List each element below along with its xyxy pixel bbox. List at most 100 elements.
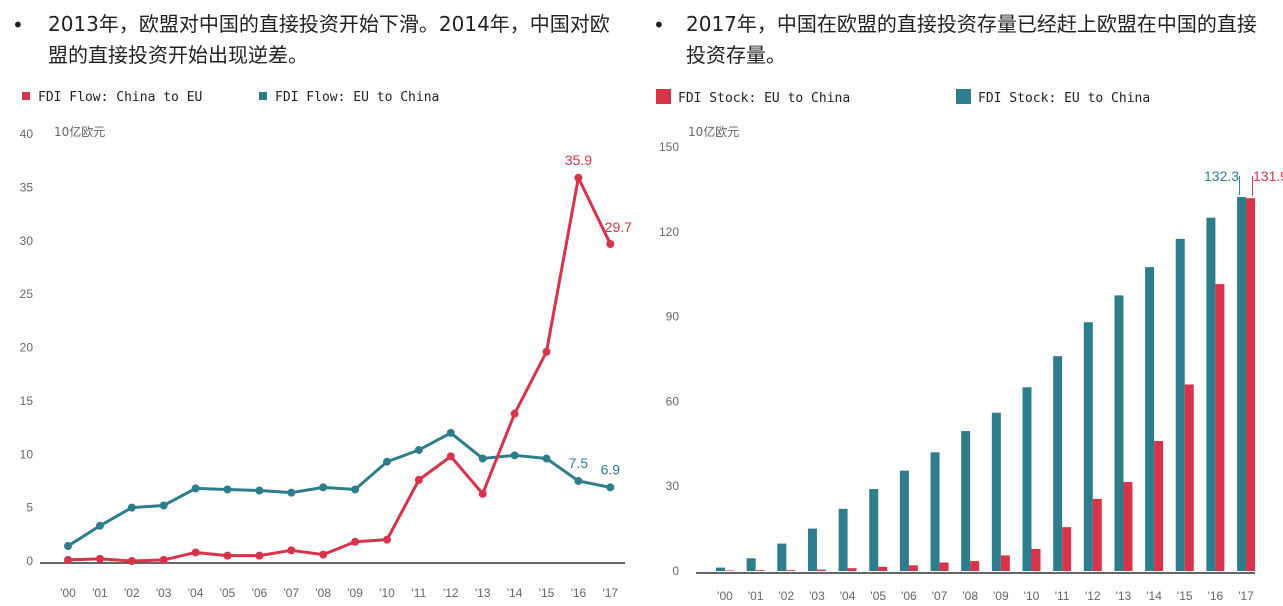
bar-china-to-eu: [1184, 384, 1194, 571]
bar-eu-to-china: [1022, 387, 1032, 571]
x-tick-label: '14: [1146, 589, 1162, 603]
x-axis: '00 '01 '02 '03 '04 '05 '06 '07 '08 '09 '10 '11 '12 '…: [60, 586, 618, 600]
legend-label: FDI Flow: China to EU: [38, 90, 202, 105]
data-point: [127, 557, 136, 565]
legend-label: FDI Flow: EU to China: [275, 90, 439, 105]
x-tick-label: '11: [1055, 589, 1070, 603]
data-point: [159, 501, 168, 510]
bar-eu-to-china: [930, 452, 940, 571]
y-tick-label: 15: [20, 394, 34, 408]
data-point: [223, 485, 232, 494]
data-point: [510, 451, 519, 460]
y-tick-label: 20: [20, 341, 34, 355]
y-tick-label: 0: [26, 554, 33, 568]
data-point: [478, 489, 487, 498]
data-point: [414, 475, 423, 484]
bar-eu-to-china: [899, 470, 909, 571]
data-label: 29.7: [605, 219, 632, 235]
legend-swatch: [956, 89, 971, 104]
data-point: [64, 542, 72, 551]
plot-area: 7.5 6.9 35.9 29.7: [64, 152, 632, 565]
data-point: [446, 452, 455, 461]
x-tick-label: '16: [571, 586, 587, 600]
y-tick-label: 120: [659, 225, 679, 239]
x-tick-label: '03: [156, 586, 172, 600]
x-tick-label: '06: [901, 589, 917, 603]
data-point: [319, 483, 328, 492]
data-point: [95, 554, 104, 563]
x-tick-label: '00: [717, 589, 733, 603]
bar-china-to-eu: [725, 570, 734, 571]
x-tick-label: '02: [124, 586, 140, 600]
data-point: [478, 454, 487, 463]
bar-china-to-eu: [1246, 198, 1256, 572]
x-tick-label: '05: [870, 589, 886, 603]
data-label: 6.9: [601, 461, 621, 477]
legend-label: FDI Stock: EU to China: [678, 91, 850, 106]
unit-label: 10亿欧元: [54, 124, 105, 139]
right-panel: • 2017年，中国在欧盟的直接投资存量已经赶上欧盟在中国的直接投资存量。 FD…: [640, 0, 1283, 606]
data-point: [383, 457, 391, 466]
y-tick-label: 60: [666, 394, 680, 408]
bar-eu-to-china: [1175, 238, 1185, 571]
data-point: [191, 548, 200, 557]
bullet-marker: •: [653, 13, 665, 37]
x-tick-label: '01: [92, 586, 108, 600]
data-point: [542, 454, 551, 463]
data-point: [446, 428, 455, 437]
data-point: [64, 555, 72, 564]
x-tick-label: '14: [507, 586, 523, 600]
data-point: [255, 486, 264, 495]
data-point: [606, 483, 615, 492]
bar-eu-to-china: [746, 558, 756, 571]
data-point: [223, 551, 232, 560]
bar-china-to-eu: [755, 570, 765, 571]
data-point: [351, 485, 360, 494]
bar-china-to-eu: [1000, 555, 1010, 571]
legend-swatch: [259, 92, 267, 100]
data-label: 132.3: [1204, 168, 1239, 184]
bar-eu-to-china: [1083, 322, 1093, 571]
y-tick-label: 35: [20, 180, 34, 194]
bar-eu-to-china: [807, 528, 817, 571]
bar-china-to-eu: [908, 565, 918, 571]
y-axis: 0 30 60 90 120 150: [659, 140, 679, 578]
bar-eu-to-china: [961, 431, 971, 571]
x-tick-label: '13: [1116, 589, 1132, 603]
chart-legend: FDI Stock: EU to China FDI Stock: EU to C…: [656, 89, 1150, 106]
bar-china-to-eu: [970, 561, 980, 571]
bar-china-to-eu: [939, 562, 949, 571]
x-tick-label: '15: [1177, 589, 1193, 603]
chart-legend: FDI Flow: China to EU FDI Flow: EU to Chi…: [22, 90, 439, 105]
bar-eu-to-china: [869, 489, 879, 571]
data-point: [95, 521, 104, 530]
y-tick-label: 150: [659, 140, 679, 154]
bar-china-to-eu: [1123, 481, 1133, 571]
series-line: [67, 431, 611, 548]
data-point: [574, 476, 583, 485]
x-tick-label: '07: [283, 586, 299, 600]
bar-china-to-eu: [1062, 527, 1072, 571]
bar-eu-to-china: [1206, 217, 1216, 571]
data-point: [542, 347, 551, 356]
x-tick-label: '05: [220, 586, 236, 600]
bar-china-to-eu: [1092, 498, 1102, 571]
bar-eu-to-china: [1145, 267, 1155, 571]
x-tick-label: '08: [315, 586, 331, 600]
plot-area: 132.3 131.9: [716, 168, 1283, 572]
bar-china-to-eu: [1031, 548, 1041, 571]
data-point: [159, 555, 168, 564]
legend-swatch: [656, 89, 671, 104]
bar-eu-to-china: [1053, 356, 1063, 571]
right-headline: 2017年，中国在欧盟的直接投资存量已经赶上欧盟在中国的直接投资存量。: [686, 12, 1257, 67]
bar-chart: FDI Stock: EU to China FDI Stock: EU to C…: [656, 89, 1283, 603]
x-tick-label: '04: [840, 589, 856, 603]
left-headline: 2013年，欧盟对中国的直接投资开始下滑。2014年，中国对欧盟的直接投资开始出…: [48, 12, 610, 67]
bar-china-to-eu: [786, 570, 796, 571]
data-point: [287, 488, 296, 497]
x-axis: '00 '01 '02 '03 '04 '05 '06 '07 '08 '09 '10 '11 '12 '…: [717, 589, 1254, 603]
bar-china-to-eu: [878, 566, 888, 571]
bar-china-to-eu: [816, 569, 826, 571]
x-tick-label: '15: [539, 586, 555, 600]
left-panel: • 2013年，欧盟对中国的直接投资开始下滑。2014年，中国对欧盟的直接投资开…: [0, 0, 640, 606]
